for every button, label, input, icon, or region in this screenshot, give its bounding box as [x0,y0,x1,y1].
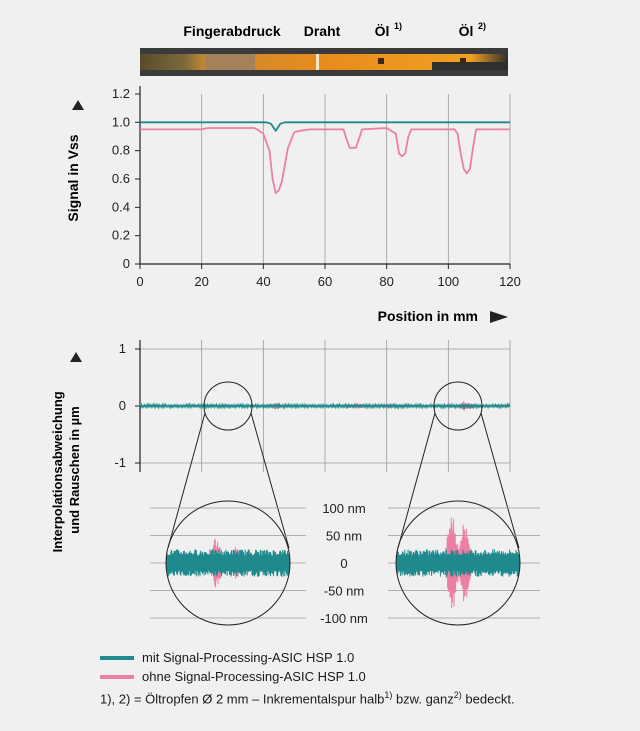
inset-left-zoom [166,538,290,588]
inset-right-noise-with-asic [396,549,520,577]
legend-label-without-asic: ohne Signal-Processing-ASIC HSP 1.0 [142,669,366,684]
signal-x-tick-label: 60 [318,274,332,289]
footnote-sup2: 2) [453,690,462,700]
inset-right-zoom [396,517,520,609]
signal-y-tick-label: 0.6 [112,171,130,186]
signal-axes: 0 20 40 60 80 100 120 0 0.2 0.4 0.6 0.8 1.0 1.2 [112,86,521,289]
signal-x-tick-label: 120 [499,274,521,289]
deviation-y-tick-label: 1 [119,341,126,356]
deviation-y-axis-arrow [70,352,82,362]
annotation-labels: Fingerabdruck Draht Öl 1) Öl 2) [183,21,486,39]
zoom-marker-left [203,381,253,431]
inset-tick-label: 100 nm [322,501,365,516]
label-draht: Draht [304,23,341,39]
footnote-sup1: 1) [384,690,393,700]
deviation-series [139,401,511,411]
inset-tick-label: 0 [340,556,347,571]
signal-x-tick-label: 80 [379,274,393,289]
deviation-y-tick-label: 0 [119,398,126,413]
zoom-inset: 100 nm 50 nm 0 -50 nm -100 nm [150,500,540,626]
label-oel-1: Öl [375,23,390,39]
signal-y-tick-label: 0.4 [112,199,130,214]
deviation-y-tick-label: -1 [114,455,126,470]
signal-x-tick-label: 20 [194,274,208,289]
signal-y-tick-label: 0.2 [112,228,130,243]
legend-swatch-with-asic [100,655,134,660]
inset-tick-label: 50 nm [326,529,362,544]
signal-y-axis-label: Signal in Vss [65,134,81,221]
signal-x-axis-arrow [490,311,508,323]
deviation-axes: 1 0 -1 [114,340,141,472]
legend-item-with-asic: mit Signal-Processing-ASIC HSP 1.0 [100,650,354,665]
label-oel-2: Öl [459,23,474,39]
signal-line-with-asic [140,121,510,132]
deviation-y-axis-label-line2: und Rauschen in µm [67,406,82,533]
deviation-chart: 1 0 -1 Interpolationsabweichung und Rausch… [50,340,511,553]
signal-line-without-asic [140,127,510,195]
label-oel-1-sup: 1) [394,21,402,31]
footnote-prefix: 1), 2) = Öltropfen Ø 2 mm – Inkrementals… [100,691,385,707]
zoom-circle-left [165,500,291,626]
signal-y-tick-label: 0 [123,256,130,271]
signal-grid [201,94,511,264]
signal-x-axis-label: Position in mm [378,308,478,324]
signal-chart: 0 20 40 60 80 100 120 0 0.2 0.4 0.6 0.8 1.0 1.2 Signa… [65,86,521,324]
signal-series [140,121,510,195]
inset-tick-labels: 100 nm 50 nm 0 -50 nm -100 nm [320,501,368,626]
inset-tick-label: -100 nm [320,611,368,626]
label-fingerabdruck: Fingerabdruck [183,23,280,39]
deviation-line-with-asic [139,402,511,410]
footnote-suffix: bedeckt. [461,691,515,707]
legend-item-without-asic: ohne Signal-Processing-ASIC HSP 1.0 [100,669,366,684]
scale-strip-image [140,48,508,76]
label-oel-2-sup: 2) [478,21,486,31]
zoom-connectors [167,381,520,549]
zoom-marker-right [433,381,483,431]
signal-y-tick-label: 0.8 [112,143,130,158]
signal-x-tick-label: 100 [437,274,459,289]
footnote-middle: bzw. ganz [392,691,454,707]
inset-left-noise-with-asic [166,549,290,577]
signal-y-tick-label: 1.0 [112,114,130,129]
signal-y-tick-label: 1.2 [112,86,130,101]
zoom-circle-right [395,500,521,626]
signal-x-tick-label: 40 [256,274,270,289]
signal-y-axis-arrow [72,100,84,110]
signal-x-tick-label: 0 [136,274,143,289]
inset-tick-label: -50 nm [324,584,364,599]
legend-label-with-asic: mit Signal-Processing-ASIC HSP 1.0 [142,650,355,665]
deviation-y-axis-label: Interpolationsabweichung und Rauschen in… [50,388,82,553]
legend-swatch-without-asic [100,674,134,679]
deviation-y-axis-label-line1: Interpolationsabweichung [50,391,65,552]
footnote: 1), 2) = Öltropfen Ø 2 mm – Inkrementals… [100,690,515,706]
